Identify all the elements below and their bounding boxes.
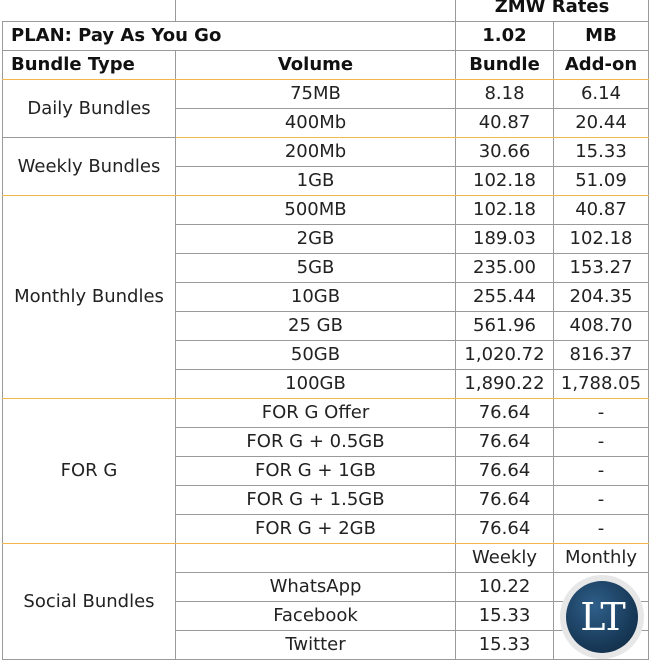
logo-text: LT: [566, 581, 638, 653]
addon-cell: 51.09: [553, 166, 649, 196]
table-row: Daily Bundles 75MB 8.18 6.14: [2, 79, 649, 138]
addon-cell: 15.33: [553, 137, 649, 167]
bundle-cell: 8.18: [455, 79, 554, 109]
volume-cell: FOR G + 1.5GB: [175, 485, 456, 515]
group-monthly-label: Monthly Bundles: [2, 195, 176, 399]
rates-title-row: ZMW Rates: [2, 0, 649, 22]
addon-cell: -: [553, 427, 649, 457]
volume-cell: 500MB: [175, 195, 456, 225]
bundle-cell: 561.96: [455, 311, 554, 341]
plan-label: PLAN: Pay As You Go: [2, 21, 456, 51]
volume-cell: 100GB: [175, 369, 456, 399]
col-volume: Volume: [175, 50, 456, 80]
col-weekly: Weekly: [455, 543, 554, 573]
addon-cell: 153.27: [553, 253, 649, 283]
table-row: 1GB 102.18 51.09: [3, 166, 649, 196]
addon-cell: -: [553, 485, 649, 515]
zmw-rates-header: ZMW Rates: [455, 0, 649, 22]
table-row: 50GB 1,020.72 816.37: [3, 340, 649, 370]
table-row: Monthly Bundles 500MB 102.18 40.87: [2, 195, 649, 399]
volume-cell: FOR G + 0.5GB: [175, 427, 456, 457]
volume-cell: 400Mb: [175, 108, 456, 138]
column-header-row: Bundle Type Volume Bundle Add-on: [2, 50, 649, 80]
table-row: FOR G + 1.5GB 76.64 -: [3, 485, 649, 515]
volume-cell: 5GB: [175, 253, 456, 283]
volume-cell: 200Mb: [175, 137, 456, 167]
table-row: 400Mb 40.87 20.44: [3, 108, 649, 138]
plan-rate: 1.02: [455, 21, 554, 51]
volume-cell: FOR G Offer: [175, 398, 456, 428]
bundle-cell: 235.00: [455, 253, 554, 283]
col-bundle-type: Bundle Type: [2, 50, 176, 80]
volume-cell: FOR G + 2GB: [175, 514, 456, 544]
bundle-cell: 30.66: [455, 137, 554, 167]
table-row: 100GB 1,890.22 1,788.05: [3, 369, 649, 399]
bundle-cell: 76.64: [455, 485, 554, 515]
table-row: 10GB 255.44 204.35: [3, 282, 649, 312]
weekly-cell: 10.22: [455, 572, 554, 602]
addon-cell: -: [553, 456, 649, 486]
bundle-cell: 102.18: [455, 166, 554, 196]
weekly-cell: 15.33: [455, 601, 554, 631]
addon-cell: 1,788.05: [553, 369, 649, 399]
bundle-cell: 40.87: [455, 108, 554, 138]
bundle-cell: 1,020.72: [455, 340, 554, 370]
table-row: FOR G + 2GB 76.64 -: [3, 514, 649, 544]
volume-cell: 75MB: [175, 79, 456, 109]
social-header-row: Social Bundles Weekly Monthly: [2, 543, 649, 660]
volume-cell: 25 GB: [175, 311, 456, 341]
volume-cell: WhatsApp: [175, 572, 456, 602]
group-weekly-label: Weekly Bundles: [2, 137, 176, 196]
bundle-cell: 255.44: [455, 282, 554, 312]
table-row: Weekly Bundles 200Mb 30.66 15.33: [2, 137, 649, 196]
col-addon: Add-on: [553, 50, 649, 80]
table-row: 25 GB 561.96 408.70: [3, 311, 649, 341]
bundle-cell: 76.64: [455, 398, 554, 428]
lusaka-times-logo: LT: [560, 575, 644, 659]
table-row: 5GB 235.00 153.27: [3, 253, 649, 283]
bundle-cell: 189.03: [455, 224, 554, 254]
volume-cell: FOR G + 1GB: [175, 456, 456, 486]
table-row: FOR G + 0.5GB 76.64 -: [3, 427, 649, 457]
bundle-cell: 76.64: [455, 514, 554, 544]
volume-cell: 2GB: [175, 224, 456, 254]
volume-cell: 10GB: [175, 282, 456, 312]
group-forg-label: FOR G: [2, 398, 176, 544]
bundle-cell: 102.18: [455, 195, 554, 225]
bundle-cell: 1,890.22: [455, 369, 554, 399]
addon-cell: -: [553, 398, 649, 428]
bundle-cell: 76.64: [455, 456, 554, 486]
plan-row: PLAN: Pay As You Go 1.02 MB: [2, 21, 649, 51]
addon-cell: 102.18: [553, 224, 649, 254]
volume-cell: 1GB: [175, 166, 456, 196]
group-social-label: Social Bundles: [2, 543, 176, 660]
col-monthly: Monthly: [553, 543, 649, 573]
col-bundle: Bundle: [455, 50, 554, 80]
addon-cell: 408.70: [553, 311, 649, 341]
volume-cell: Facebook: [175, 601, 456, 631]
weekly-cell: 15.33: [455, 630, 554, 660]
addon-cell: 40.87: [553, 195, 649, 225]
volume-cell: Twitter: [175, 630, 456, 660]
plan-unit: MB: [553, 21, 649, 51]
volume-cell: 50GB: [175, 340, 456, 370]
table-row: 2GB 189.03 102.18: [3, 224, 649, 254]
addon-cell: 6.14: [553, 79, 649, 109]
group-daily-label: Daily Bundles: [2, 79, 176, 138]
table-row: FOR G FOR G Offer 76.64 -: [2, 398, 649, 544]
addon-cell: 20.44: [553, 108, 649, 138]
bundle-cell: 76.64: [455, 427, 554, 457]
addon-cell: 204.35: [553, 282, 649, 312]
addon-cell: 816.37: [553, 340, 649, 370]
addon-cell: -: [553, 514, 649, 544]
